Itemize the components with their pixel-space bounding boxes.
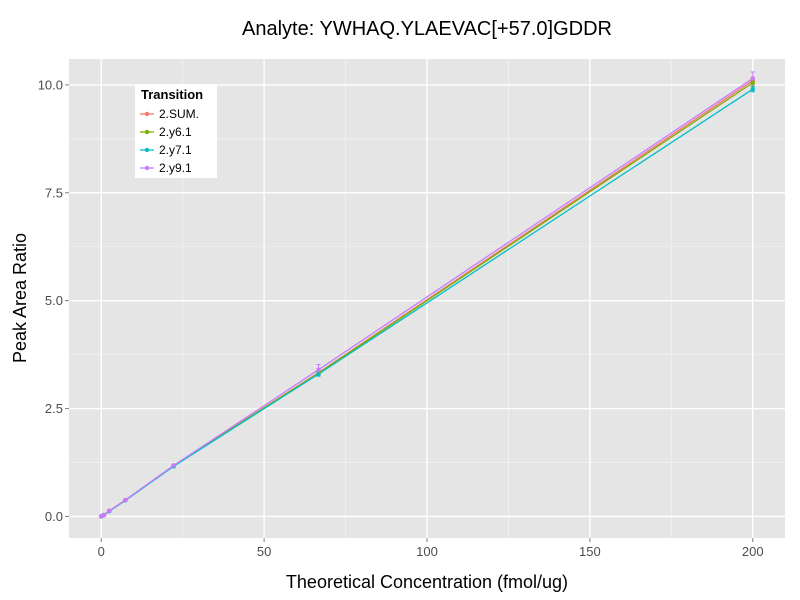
y-tick-label: 10.0 (38, 77, 63, 92)
series-points (99, 76, 755, 519)
x-tick-label: 0 (98, 544, 105, 559)
data-point (316, 367, 321, 372)
legend: Transition 2.SUM. 2.y6.1 2.y7.1 2.y9.1 (135, 84, 217, 178)
y-tick-label: 0.0 (45, 509, 63, 524)
x-axis-title: Theoretical Concentration (fmol/ug) (286, 572, 568, 592)
y-tick-label: 5.0 (45, 293, 63, 308)
y-axis-title: Peak Area Ratio (10, 233, 30, 363)
data-point (316, 371, 321, 377)
y-tick-label: 2.5 (45, 401, 63, 416)
legend-label: 2.SUM. (159, 107, 199, 121)
y-axis: 0.0 2.5 5.0 7.5 10.0 (38, 77, 69, 524)
legend-key-point (144, 147, 150, 153)
legend-items: 2.SUM. 2.y6.1 2.y7.1 2.y9.1 (140, 107, 199, 175)
data-point (750, 76, 755, 81)
x-tick-label: 50 (257, 544, 271, 559)
chart-title: Analyte: YWHAQ.YLAEVAC[+57.0]GDDR (242, 18, 612, 40)
legend-label: 2.y7.1 (159, 143, 192, 157)
data-point (107, 508, 112, 514)
data-point (171, 463, 176, 468)
data-point (101, 512, 107, 518)
legend-key-point (144, 111, 150, 117)
data-point (123, 497, 128, 503)
x-tick-label: 150 (579, 544, 601, 559)
legend-key-point (144, 165, 150, 171)
data-point (750, 87, 755, 92)
x-tick-label: 200 (742, 544, 764, 559)
legend-label: 2.y6.1 (159, 125, 192, 139)
data-point (750, 80, 755, 85)
legend-key-point (144, 129, 150, 135)
y-tick-label: 7.5 (45, 185, 63, 200)
legend-title: Transition (141, 87, 203, 102)
x-axis: 0 50 100 150 200 (98, 538, 764, 559)
x-tick-label: 100 (416, 544, 438, 559)
legend-label: 2.y9.1 (159, 161, 192, 175)
